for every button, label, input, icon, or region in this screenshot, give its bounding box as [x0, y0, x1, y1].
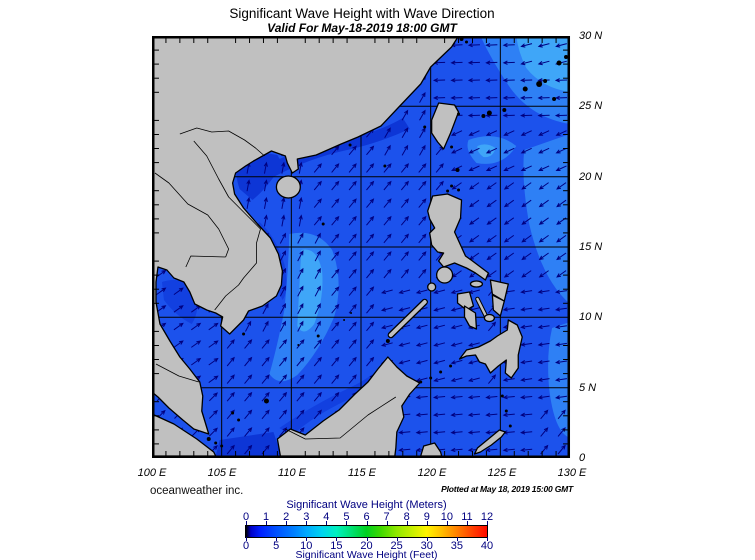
meters-tick-mark — [326, 521, 328, 525]
feet-tick-label: 5 — [273, 540, 280, 552]
meters-tick-label: 2 — [283, 511, 290, 523]
meters-tick-label: 1 — [263, 511, 270, 523]
landmass-taiwan — [431, 102, 460, 150]
branding: oceanweather inc. — [150, 485, 244, 497]
meters-tick-label: 6 — [363, 511, 370, 523]
landmass-sumatra — [151, 413, 217, 457]
landmass-mindoro — [435, 266, 454, 284]
lon-label: 130 E — [557, 467, 587, 479]
colorbar-title-feet: Significant Wave Height (Feet) — [295, 549, 438, 560]
map-frame-ticks — [154, 38, 568, 456]
feet-tick-mark — [306, 537, 308, 541]
lon-label: 100 E — [137, 467, 167, 479]
lon-label: 125 E — [487, 467, 517, 479]
feet-tick-label: 0 — [242, 540, 250, 552]
lat-label: 25 N — [579, 100, 603, 113]
meters-tick-mark — [446, 521, 448, 525]
meters-tick-label: 4 — [323, 511, 330, 523]
feet-tick-label: 10 — [300, 540, 313, 552]
wave-map-svg — [151, 35, 571, 458]
meters-tick-mark — [246, 521, 247, 525]
meters-tick-mark — [386, 521, 388, 525]
border-vietnam-laos-cambodia — [193, 140, 261, 311]
meters-tick-label: 5 — [343, 511, 350, 523]
landmass-mindanao — [458, 319, 523, 379]
lat-label: 10 N — [579, 311, 603, 324]
border-thailand-cambodia — [185, 255, 226, 268]
landmass-negros — [463, 305, 478, 330]
feet-tick-mark — [366, 537, 368, 541]
landmass-panay — [456, 291, 475, 311]
landmass-masbate — [469, 280, 484, 288]
landmass-palawan-fill — [388, 300, 427, 337]
lat-label: 5 N — [579, 381, 597, 394]
meters-tick-mark — [426, 521, 428, 525]
meters-tick-label: 9 — [423, 511, 430, 523]
lat-label: 15 N — [579, 240, 603, 253]
lon-label: 120 E — [417, 467, 447, 479]
border-kalimantan — [285, 396, 397, 440]
lon-label: 115 E — [348, 467, 376, 479]
lat-label: 30 N — [579, 29, 603, 42]
meters-tick-mark — [466, 521, 468, 525]
meters-tick-label: 7 — [383, 511, 390, 523]
border-thailand-laos — [154, 172, 230, 258]
meters-tick-label: 8 — [403, 511, 410, 523]
feet-tick-label: 25 — [390, 540, 403, 552]
meters-tick-label: 11 — [461, 511, 473, 523]
meters-tick-mark — [406, 521, 408, 525]
page-title: Significant Wave Height with Wave Direct… — [229, 6, 495, 21]
border-china-vietnam — [179, 127, 264, 156]
map-frame — [152, 36, 571, 458]
landmasses — [151, 35, 569, 457]
meters-tick-mark — [487, 521, 488, 525]
feet-tick-mark — [336, 537, 338, 541]
landmass-bohol — [483, 313, 496, 323]
landmass-asia-mainland — [151, 35, 460, 435]
meters-tick-label: 0 — [242, 511, 250, 523]
lat-label: 20 N — [579, 170, 603, 183]
lon-label: 110 E — [278, 467, 306, 479]
lon-label: 105 E — [207, 467, 237, 479]
colorbar-title-meters: Significant Wave Height (Meters) — [286, 499, 447, 511]
feet-tick-label: 40 — [480, 540, 494, 552]
meters-tick-mark — [306, 521, 308, 525]
meters-tick-mark — [366, 521, 368, 525]
meters-tick-label: 3 — [303, 511, 310, 523]
landmass-sulawesi-arm — [473, 429, 506, 455]
landmass-calamian — [427, 282, 437, 292]
country-borders — [154, 127, 397, 440]
lat-label: 0 — [579, 451, 586, 464]
map-plot-area — [151, 35, 572, 458]
feet-tick-mark — [276, 537, 278, 541]
meters-tick-mark — [266, 521, 268, 525]
meters-tick-mark — [346, 521, 348, 525]
small-islands — [206, 37, 569, 448]
landmass-borneo — [276, 356, 421, 457]
feet-tick-mark — [426, 537, 428, 541]
meters-tick-label: 10 — [440, 511, 453, 523]
meters-tick-label: 12 — [480, 511, 494, 523]
border-thailand-malaysia — [155, 363, 199, 383]
meters-tick-mark — [286, 521, 288, 525]
feet-tick-mark — [456, 537, 458, 541]
landmass-luzon — [427, 193, 490, 281]
feet-tick-label: 30 — [420, 540, 433, 552]
feet-tick-label: 35 — [450, 540, 463, 552]
landmass-hainan — [275, 175, 301, 199]
valid-time-subtitle: Valid For May-18-2019 18:00 GMT — [267, 21, 457, 35]
feet-tick-label: 15 — [330, 540, 343, 552]
landmass-samar — [489, 279, 509, 302]
feet-tick-mark — [396, 537, 398, 541]
feet-tick-mark — [487, 537, 488, 541]
feet-tick-label: 20 — [360, 540, 373, 552]
feet-tick-mark — [246, 537, 247, 541]
plotted-timestamp: Plotted at May 18, 2019 15:00 GMT — [441, 484, 573, 494]
